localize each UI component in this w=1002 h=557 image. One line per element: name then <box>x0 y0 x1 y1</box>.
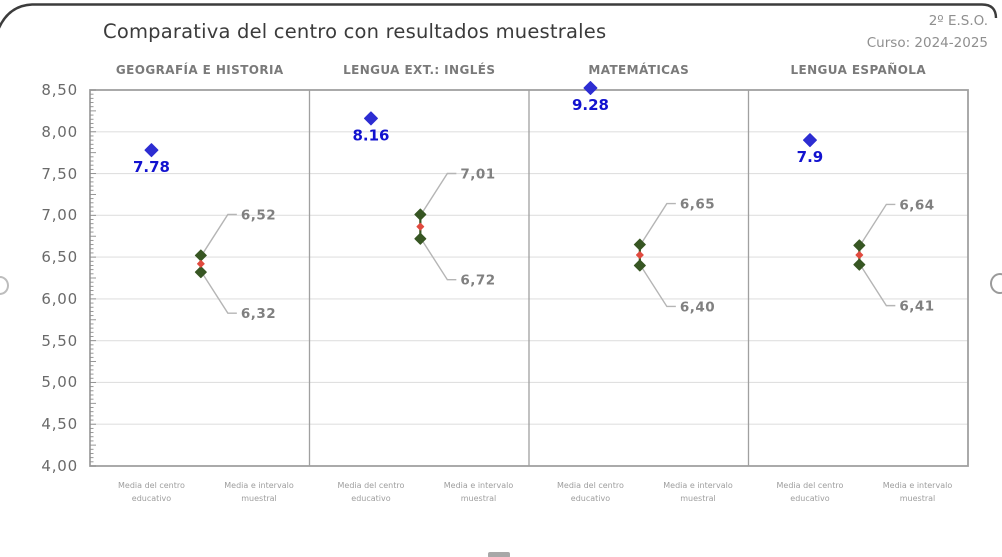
category-label: Media e intervalo muestral <box>424 479 534 505</box>
category-label-line: Media del centro <box>776 481 844 490</box>
y-tick-label: 6,00 <box>41 289 78 308</box>
category-label-line: Media del centro <box>557 481 624 490</box>
leader-line-lower <box>421 240 457 281</box>
category-label-line: Media e intervalo <box>224 481 294 490</box>
leader-line-upper <box>860 203 896 244</box>
y-tick-label: 8,00 <box>41 122 78 141</box>
category-label-line: Media e intervalo <box>882 481 953 490</box>
interval-lower-marker <box>194 266 207 279</box>
category-label-line: muestral <box>460 494 497 503</box>
page-title: Comparativa del centro con resultados mu… <box>103 20 607 43</box>
category-label-line: educativo <box>570 494 611 503</box>
interval-upper-marker <box>414 208 427 221</box>
interval-midpoint-marker <box>635 251 644 259</box>
interval-lower-label: 6,41 <box>899 299 934 315</box>
y-tick-label: 4,00 <box>41 457 78 475</box>
center-mean-marker <box>363 111 378 126</box>
category-label: Media e intervalo muestral <box>643 479 753 505</box>
leader-line-upper <box>421 172 457 213</box>
panel-header: LENGUA ESPAÑOLA <box>790 63 927 77</box>
center-mean-marker <box>583 81 598 95</box>
center-mean-label: 8.16 <box>352 126 389 144</box>
interval-upper-label: 6,65 <box>680 197 715 213</box>
center-mean-label: 7.9 <box>797 148 824 166</box>
interval-midpoint-marker <box>416 222 425 231</box>
y-tick-label: 8,50 <box>41 81 78 99</box>
center-mean-label: 9.28 <box>572 96 609 114</box>
y-tick-label: 7,00 <box>41 206 78 225</box>
category-label: Media e intervalo muestral <box>863 479 973 505</box>
center-mean-marker <box>144 143 159 158</box>
category-label-line: Media del centro <box>118 481 185 490</box>
y-tick-label: 6,50 <box>41 248 78 267</box>
panel-header: GEOGRAFÍA E HISTORIA <box>115 63 284 77</box>
interval-lower-marker <box>633 259 646 272</box>
interval-midpoint-marker <box>196 259 205 268</box>
category-label: Media del centro educativo <box>316 479 426 505</box>
interval-midpoint-marker <box>855 251 864 259</box>
interval-upper-marker <box>633 238 646 251</box>
category-label: Media del centro educativo <box>755 479 865 505</box>
report-meta: 2º E.S.O. Curso: 2024-2025 <box>867 10 988 54</box>
category-label: Media del centro educativo <box>96 479 206 505</box>
category-label-line: educativo <box>790 494 830 503</box>
y-tick-label: 7,50 <box>41 164 78 183</box>
category-label-line: Media e intervalo <box>663 481 733 490</box>
interval-upper-marker <box>853 239 866 252</box>
interval-lower-marker <box>853 258 866 271</box>
center-mean-marker <box>802 133 817 148</box>
leader-line-upper <box>641 202 676 243</box>
clipped-bottom-element <box>488 552 510 557</box>
interval-lower-label: 6,32 <box>241 306 276 322</box>
category-label-line: educativo <box>351 494 391 503</box>
leader-line-lower <box>202 273 237 314</box>
leader-line-upper <box>202 213 237 254</box>
category-label-line: muestral <box>241 494 277 503</box>
category-label: Media e intervalo muestral <box>204 479 314 505</box>
leader-line-lower <box>860 266 896 307</box>
panel-header: MATEMÁTICAS <box>588 63 690 77</box>
category-label-line: muestral <box>680 494 716 503</box>
category-label-line: Media del centro <box>337 481 405 490</box>
interval-upper-label: 6,64 <box>899 197 934 213</box>
category-label-line: muestral <box>899 494 936 503</box>
y-tick-label: 5,50 <box>41 331 78 350</box>
category-label-line: Media e intervalo <box>443 481 514 490</box>
category-label-line: educativo <box>131 494 172 503</box>
interval-lower-label: 6,40 <box>680 299 715 315</box>
panel-header: LENGUA EXT.: INGLÉS <box>343 63 496 77</box>
clipped-right-edge-glyph <box>990 273 1002 294</box>
category-label: Media del centro educativo <box>535 479 645 505</box>
interval-lower-label: 6,72 <box>460 273 495 289</box>
interval-upper-label: 7,01 <box>460 166 495 182</box>
course-label: Curso: 2024-2025 <box>866 35 988 51</box>
y-tick-label: 4,50 <box>41 415 78 434</box>
y-tick-label: 5,00 <box>41 373 78 392</box>
center-mean-label: 7.78 <box>133 158 170 176</box>
leader-line-lower <box>641 267 676 308</box>
interval-upper-label: 6,52 <box>241 207 276 223</box>
grade-label: 2º E.S.O. <box>928 13 988 29</box>
interval-lower-marker <box>414 232 427 245</box>
